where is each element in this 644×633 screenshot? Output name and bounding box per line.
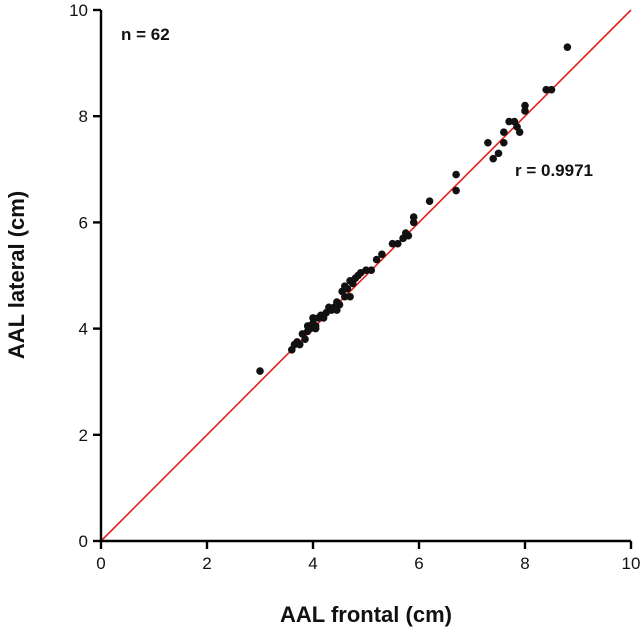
plot-area — [100, 9, 632, 542]
data-point — [500, 128, 508, 136]
data-point — [362, 266, 370, 274]
data-point — [521, 101, 529, 110]
data-point — [341, 292, 349, 301]
data-point — [256, 367, 264, 375]
data-point — [309, 314, 317, 322]
y-tick-label: 4 — [79, 320, 88, 339]
y-tick-label: 0 — [79, 532, 88, 551]
data-point — [505, 117, 513, 126]
y-tick-label: 8 — [79, 107, 88, 126]
data-point — [388, 239, 397, 248]
data-point — [311, 324, 320, 333]
data-point — [394, 239, 402, 248]
data-point — [367, 266, 376, 274]
data-point — [333, 306, 341, 314]
data-point — [409, 218, 418, 227]
x-tick-label: 10 — [622, 554, 641, 573]
data-point — [372, 255, 381, 264]
data-point — [489, 154, 498, 163]
data-point — [452, 186, 460, 195]
data-point — [500, 138, 508, 147]
identity-line — [100, 9, 632, 542]
data-point — [484, 138, 492, 147]
data-points — [256, 43, 572, 375]
data-point — [404, 231, 413, 240]
data-point — [409, 213, 418, 221]
x-tick-label: 4 — [308, 554, 317, 573]
data-point — [346, 292, 354, 301]
y-tick-label: 6 — [79, 213, 88, 232]
y-axis-ticks: 0 2 4 6 8 10 — [69, 1, 101, 551]
x-tick-label: 8 — [520, 554, 529, 573]
x-axis-title: AAL frontal (cm) — [280, 602, 452, 627]
sample-size-annotation: n = 62 — [121, 25, 170, 44]
x-tick-label: 0 — [96, 554, 105, 573]
data-point — [494, 149, 503, 158]
data-point — [563, 43, 572, 51]
data-point — [452, 170, 460, 179]
data-point — [343, 284, 352, 293]
data-point — [542, 85, 550, 94]
y-tick-label: 2 — [79, 426, 88, 445]
y-tick-label: 10 — [69, 1, 88, 20]
data-point — [547, 85, 556, 94]
data-point — [295, 340, 304, 349]
x-tick-label: 2 — [202, 554, 211, 573]
data-point — [378, 250, 386, 259]
correlation-annotation: r = 0.9971 — [515, 161, 593, 180]
x-axis-ticks: 0 2 4 6 8 10 — [96, 541, 640, 573]
data-point — [515, 128, 524, 136]
data-point — [425, 197, 434, 205]
data-point — [521, 107, 529, 115]
y-axis-title: AAL lateral (cm) — [4, 191, 29, 359]
data-point — [301, 335, 309, 344]
x-tick-label: 6 — [414, 554, 423, 573]
